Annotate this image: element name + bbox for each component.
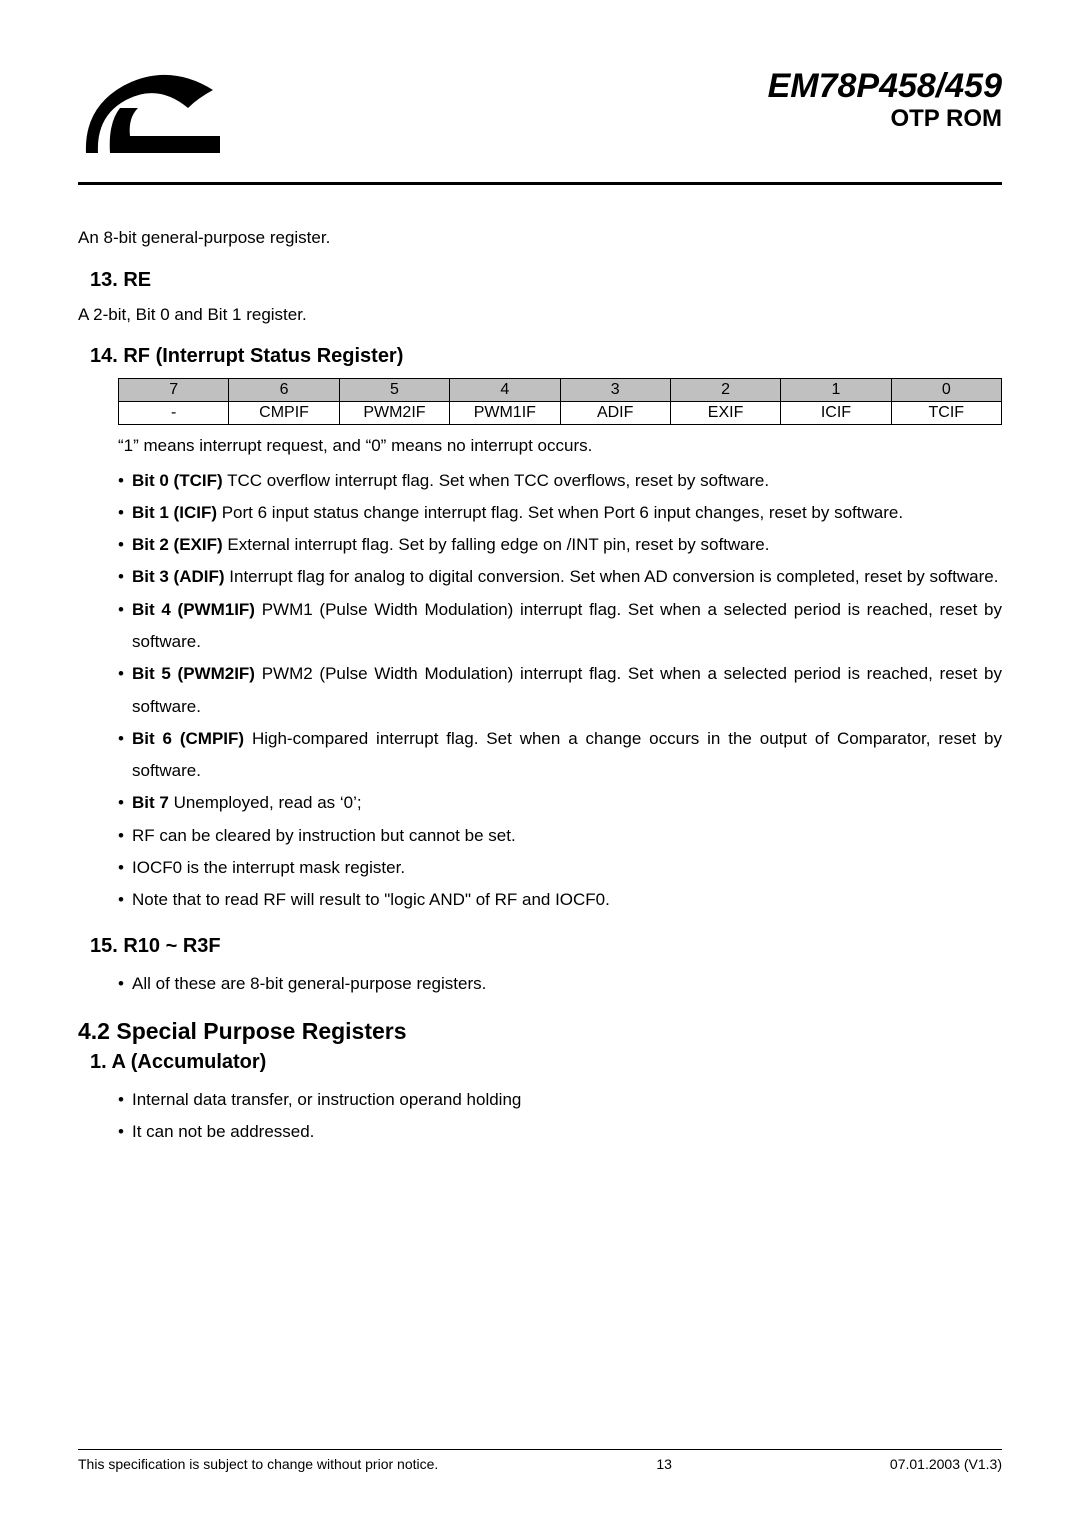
list-item: •Bit 6 (CMPIF) High-compared interrupt f… bbox=[118, 723, 1002, 788]
td: ICIF bbox=[781, 402, 891, 425]
list-item: •Bit 7 Unemployed, read as ‘0’; bbox=[118, 787, 1002, 819]
bullet-text: All of these are 8-bit general-purpose r… bbox=[132, 968, 1002, 1000]
list-item: •Bit 0 (TCIF) TCC overflow interrupt fla… bbox=[118, 465, 1002, 497]
section-14-note: “1” means interrupt request, and “0” mea… bbox=[118, 433, 1002, 459]
doc-subtitle: OTP ROM bbox=[768, 105, 1002, 134]
list-item: •Bit 3 (ADIF) Interrupt flag for analog … bbox=[118, 561, 1002, 593]
list-item: •Bit 2 (EXIF) External interrupt flag. S… bbox=[118, 529, 1002, 561]
td: TCIF bbox=[891, 402, 1001, 425]
td: CMPIF bbox=[229, 402, 339, 425]
bullet-bold: Bit 2 (EXIF) bbox=[132, 535, 223, 554]
bullet-text: Note that to read RF will result to "log… bbox=[132, 884, 1002, 916]
bullet-text: Bit 5 (PWM2IF) PWM2 (Pulse Width Modulat… bbox=[132, 658, 1002, 723]
bullet-dot: • bbox=[118, 820, 132, 852]
footer-center: 13 bbox=[656, 1456, 672, 1472]
td: PWM2IF bbox=[339, 402, 449, 425]
bullet-bold: Bit 6 (CMPIF) bbox=[132, 729, 244, 748]
section-4-2-sub: 1. A (Accumulator) bbox=[90, 1051, 1002, 1074]
td: EXIF bbox=[670, 402, 780, 425]
bullet-dot: • bbox=[118, 968, 132, 1000]
list-item: •Bit 1 (ICIF) Port 6 input status change… bbox=[118, 497, 1002, 529]
th: 5 bbox=[339, 379, 449, 402]
bullet-dot: • bbox=[118, 852, 132, 884]
bullet-dot: • bbox=[118, 594, 132, 659]
bullet-text: Bit 7 Unemployed, read as ‘0’; bbox=[132, 787, 1002, 819]
list-item: •Bit 4 (PWM1IF) PWM1 (Pulse Width Modula… bbox=[118, 594, 1002, 659]
bullet-text: Bit 4 (PWM1IF) PWM1 (Pulse Width Modulat… bbox=[132, 594, 1002, 659]
bullet-dot: • bbox=[118, 884, 132, 916]
bullet-text: Bit 6 (CMPIF) High-compared interrupt fl… bbox=[132, 723, 1002, 788]
list-item: •Bit 5 (PWM2IF) PWM2 (Pulse Width Modula… bbox=[118, 658, 1002, 723]
bullet-dot: • bbox=[118, 658, 132, 723]
bullet-dot: • bbox=[118, 497, 132, 529]
list-item: •Note that to read RF will result to "lo… bbox=[118, 884, 1002, 916]
bullet-dot: • bbox=[118, 465, 132, 497]
th: 7 bbox=[119, 379, 229, 402]
list-item: •RF can be cleared by instruction but ca… bbox=[118, 820, 1002, 852]
td: - bbox=[119, 402, 229, 425]
section-13-text: A 2-bit, Bit 0 and Bit 1 register. bbox=[78, 302, 1002, 328]
th: 2 bbox=[670, 379, 780, 402]
bullet-rest: Interrupt flag for analog to digital con… bbox=[225, 567, 999, 586]
bullet-rest: RF can be cleared by instruction but can… bbox=[132, 826, 516, 845]
bullet-dot: • bbox=[118, 1116, 132, 1148]
bullet-text: Bit 2 (EXIF) External interrupt flag. Se… bbox=[132, 529, 1002, 561]
bullet-text: RF can be cleared by instruction but can… bbox=[132, 820, 1002, 852]
bullet-text: Internal data transfer, or instruction o… bbox=[132, 1084, 1002, 1116]
list-item: • Internal data transfer, or instruction… bbox=[118, 1084, 1002, 1116]
th: 6 bbox=[229, 379, 339, 402]
th: 1 bbox=[781, 379, 891, 402]
bullet-text: Bit 1 (ICIF) Port 6 input status change … bbox=[132, 497, 1002, 529]
table-data-row: - CMPIF PWM2IF PWM1IF ADIF EXIF ICIF TCI… bbox=[119, 402, 1002, 425]
bullet-text: Bit 0 (TCIF) TCC overflow interrupt flag… bbox=[132, 465, 1002, 497]
bullet-bold: Bit 4 (PWM1IF) bbox=[132, 600, 255, 619]
doc-title: EM78P458/459 bbox=[768, 68, 1002, 105]
footer-right: 07.01.2003 (V1.3) bbox=[890, 1456, 1002, 1472]
bullet-text: It can not be addressed. bbox=[132, 1116, 1002, 1148]
bullet-rest: High-compared interrupt flag. Set when a… bbox=[132, 729, 1002, 780]
bullet-bold: Bit 1 (ICIF) bbox=[132, 503, 217, 522]
th: 0 bbox=[891, 379, 1001, 402]
list-item: •IOCF0 is the interrupt mask register. bbox=[118, 852, 1002, 884]
page-footer: This specification is subject to change … bbox=[78, 1449, 1002, 1472]
bullet-bold: Bit 0 (TCIF) bbox=[132, 471, 223, 490]
list-item: • All of these are 8-bit general-purpose… bbox=[118, 968, 1002, 1000]
bullet-rest: External interrupt flag. Set by falling … bbox=[223, 535, 770, 554]
intro-text: An 8-bit general-purpose register. bbox=[78, 225, 1002, 251]
bullet-bold: Bit 3 (ADIF) bbox=[132, 567, 225, 586]
bullet-rest: Port 6 input status change interrupt fla… bbox=[217, 503, 903, 522]
bullet-text: IOCF0 is the interrupt mask register. bbox=[132, 852, 1002, 884]
title-box: EM78P458/459 OTP ROM bbox=[768, 68, 1002, 134]
bullet-dot: • bbox=[118, 529, 132, 561]
register-table: 7 6 5 4 3 2 1 0 - CMPIF PWM2IF PWM1IF AD… bbox=[118, 378, 1002, 425]
footer-left: This specification is subject to change … bbox=[78, 1456, 438, 1472]
th: 3 bbox=[560, 379, 670, 402]
bullet-rest: PWM1 (Pulse Width Modulation) interrupt … bbox=[132, 600, 1002, 651]
bullet-rest: Note that to read RF will result to "log… bbox=[132, 890, 610, 909]
table-header-row: 7 6 5 4 3 2 1 0 bbox=[119, 379, 1002, 402]
bullet-rest: IOCF0 is the interrupt mask register. bbox=[132, 858, 405, 877]
section-14-heading: 14. RF (Interrupt Status Register) bbox=[90, 345, 1002, 368]
section-13-heading: 13. RE bbox=[90, 269, 1002, 292]
section-14-bullets: •Bit 0 (TCIF) TCC overflow interrupt fla… bbox=[118, 465, 1002, 917]
bullet-rest: TCC overflow interrupt flag. Set when TC… bbox=[223, 471, 769, 490]
td: ADIF bbox=[560, 402, 670, 425]
list-item: • It can not be addressed. bbox=[118, 1116, 1002, 1148]
bullet-dot: • bbox=[118, 723, 132, 788]
section-15-heading: 15. R10 ~ R3F bbox=[90, 935, 1002, 958]
bullet-text: Bit 3 (ADIF) Interrupt flag for analog t… bbox=[132, 561, 1002, 593]
th: 4 bbox=[450, 379, 560, 402]
td: PWM1IF bbox=[450, 402, 560, 425]
logo: LAN bbox=[78, 68, 228, 178]
bullet-dot: • bbox=[118, 1084, 132, 1116]
section-4-2-heading: 4.2 Special Purpose Registers bbox=[78, 1018, 1002, 1045]
logo-text: LAN bbox=[140, 107, 195, 137]
bullet-bold: Bit 5 (PWM2IF) bbox=[132, 664, 255, 683]
bullet-bold: Bit 7 bbox=[132, 793, 169, 812]
bullet-rest: Unemployed, read as ‘0’; bbox=[169, 793, 362, 812]
bullet-dot: • bbox=[118, 561, 132, 593]
bullet-rest: PWM2 (Pulse Width Modulation) interrupt … bbox=[132, 664, 1002, 715]
bullet-dot: • bbox=[118, 787, 132, 819]
page-header: LAN EM78P458/459 OTP ROM bbox=[78, 68, 1002, 185]
